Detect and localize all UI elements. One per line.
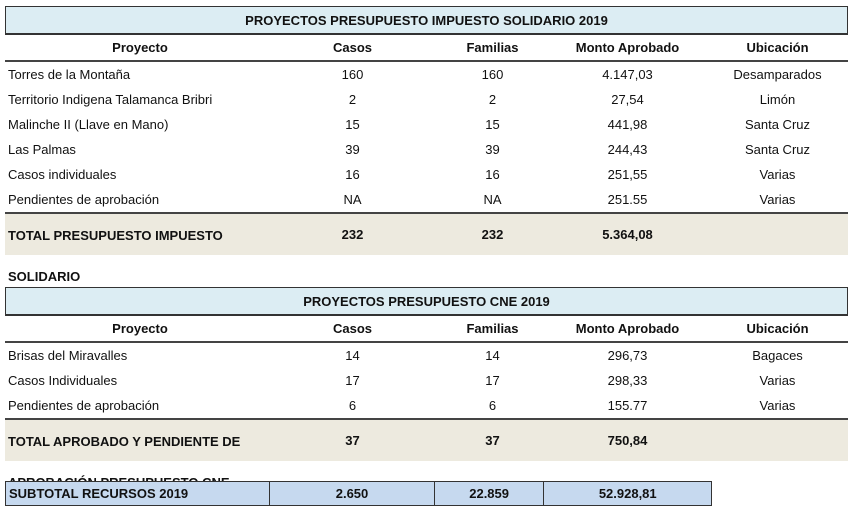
total-casos: 37 [345, 433, 360, 448]
cell-ubicacion: Bagaces [752, 348, 803, 363]
table-row: Torres de la Montaña 160 160 4.147,03 Desamp… [5, 62, 848, 87]
total-label-line1: TOTAL PRESUPUESTO IMPUESTO [8, 228, 223, 243]
total-familias: 37 [485, 433, 500, 448]
cell-monto: 155.77 [607, 398, 648, 413]
cell-familias: 14 [485, 348, 500, 363]
cell-familias: 17 [485, 373, 500, 388]
cell-casos: 15 [345, 117, 360, 132]
cell-familias: 16 [485, 167, 500, 182]
subtotal-label: SUBTOTAL RECURSOS 2019 [6, 482, 271, 505]
cell-casos: 14 [345, 348, 360, 363]
cell-proyecto: Torres de la Montaña [8, 67, 131, 82]
cell-monto: 27,54 [611, 92, 644, 107]
subtotal-row: SUBTOTAL RECURSOS 2019 2.650 22.859 52.9… [5, 481, 712, 506]
cell-monto: 251,55 [607, 167, 648, 182]
table-row: Pendientes de aprobación NA NA 251.55 Varias [5, 187, 848, 212]
cell-proyecto: Pendientes de aprobación [8, 398, 160, 413]
cell-proyecto: Casos Individuales [8, 373, 118, 388]
cell-proyecto: Malinche II (Llave en Mano) [8, 117, 169, 132]
header-ubicacion: Ubicación [746, 40, 809, 55]
total-row: TOTAL APROBADO Y PENDIENTE DEAPROBACIÓN … [5, 418, 848, 490]
total-row: TOTAL PRESUPUESTO IMPUESTO SOLIDARIO 232 … [5, 212, 848, 284]
cell-ubicacion: Varias [759, 192, 796, 207]
cell-ubicacion: Varias [759, 398, 796, 413]
table-impuesto-solidario: PROYECTOS PRESUPUESTO IMPUESTO SOLIDARIO… [5, 6, 848, 284]
cell-casos: 2 [348, 92, 357, 107]
header-monto: Monto Aprobado [575, 321, 680, 336]
cell-ubicacion: Varias [759, 167, 796, 182]
cell-proyecto: Las Palmas [8, 142, 76, 157]
total-monto: 750,84 [607, 433, 648, 448]
header-casos: Casos [332, 40, 373, 55]
cell-ubicacion: Varias [759, 373, 796, 388]
cell-ubicacion: Desamparados [733, 67, 822, 82]
header-familias: Familias [466, 321, 519, 336]
cell-familias: 160 [481, 67, 504, 82]
cell-proyecto: Casos individuales [8, 167, 117, 182]
total-monto: 5.364,08 [602, 227, 653, 242]
table-title: PROYECTOS PRESUPUESTO CNE 2019 [5, 287, 848, 316]
cell-casos: NA [343, 192, 362, 207]
header-proyecto: Proyecto [112, 40, 168, 55]
cell-monto: 298,33 [607, 373, 648, 388]
cell-casos: 39 [345, 142, 360, 157]
cell-casos: 160 [341, 67, 364, 82]
subtotal-familias: 22.859 [435, 482, 545, 505]
cell-familias: 2 [488, 92, 497, 107]
subtotal-monto: 52.928,81 [598, 486, 657, 501]
cell-proyecto: Brisas del Miravalles [8, 348, 128, 363]
table-row: Las Palmas 39 39 244,43 Santa Cruz [5, 137, 848, 162]
header-row: Proyecto Casos Familias Monto Aprobado U… [5, 35, 848, 62]
header-familias: Familias [466, 40, 519, 55]
total-label-line2: SOLIDARIO [8, 269, 81, 284]
cell-familias: 15 [485, 117, 500, 132]
cell-proyecto: Pendientes de aprobación [8, 192, 160, 207]
header-casos: Casos [332, 321, 373, 336]
table-row: Brisas del Miravalles 14 14 296,73 Bagaces [5, 343, 848, 368]
cell-familias: NA [483, 192, 502, 207]
cell-casos: 16 [345, 167, 360, 182]
cell-monto: 251.55 [607, 192, 648, 207]
cell-ubicacion: Limón [759, 92, 796, 107]
total-label-line1: TOTAL APROBADO Y PENDIENTE DE [8, 434, 241, 449]
header-monto: Monto Aprobado [575, 40, 680, 55]
table-cne: PROYECTOS PRESUPUESTO CNE 2019 Proyecto … [5, 287, 848, 490]
cell-monto: 4.147,03 [602, 67, 653, 82]
table-title: PROYECTOS PRESUPUESTO IMPUESTO SOLIDARIO… [5, 6, 848, 35]
table-row: Pendientes de aprobación 6 6 155.77 Varias [5, 393, 848, 418]
cell-ubicacion: Santa Cruz [744, 142, 811, 157]
total-familias: 232 [481, 227, 504, 242]
cell-monto: 244,43 [607, 142, 648, 157]
total-label: TOTAL PRESUPUESTO IMPUESTO SOLIDARIO [8, 215, 223, 297]
table-row: Casos individuales 16 16 251,55 Varias [5, 162, 848, 187]
subtotal-casos: 2.650 [270, 482, 435, 505]
cell-proyecto: Territorio Indigena Talamanca Bribri [8, 92, 213, 107]
cell-casos: 6 [348, 398, 357, 413]
header-row: Proyecto Casos Familias Monto Aprobado U… [5, 316, 848, 343]
cell-monto: 296,73 [607, 348, 648, 363]
cell-casos: 17 [345, 373, 360, 388]
cell-monto: 441,98 [607, 117, 648, 132]
table-row: Territorio Indigena Talamanca Bribri 2 2 27… [5, 87, 848, 112]
table-row: Casos Individuales 17 17 298,33 Varias [5, 368, 848, 393]
table-row: Malinche II (Llave en Mano) 15 15 441,98 San… [5, 112, 848, 137]
header-proyecto: Proyecto [112, 321, 168, 336]
cell-familias: 6 [488, 398, 497, 413]
cell-ubicacion: Santa Cruz [744, 117, 811, 132]
cell-familias: 39 [485, 142, 500, 157]
header-ubicacion: Ubicación [746, 321, 809, 336]
total-casos: 232 [341, 227, 364, 242]
